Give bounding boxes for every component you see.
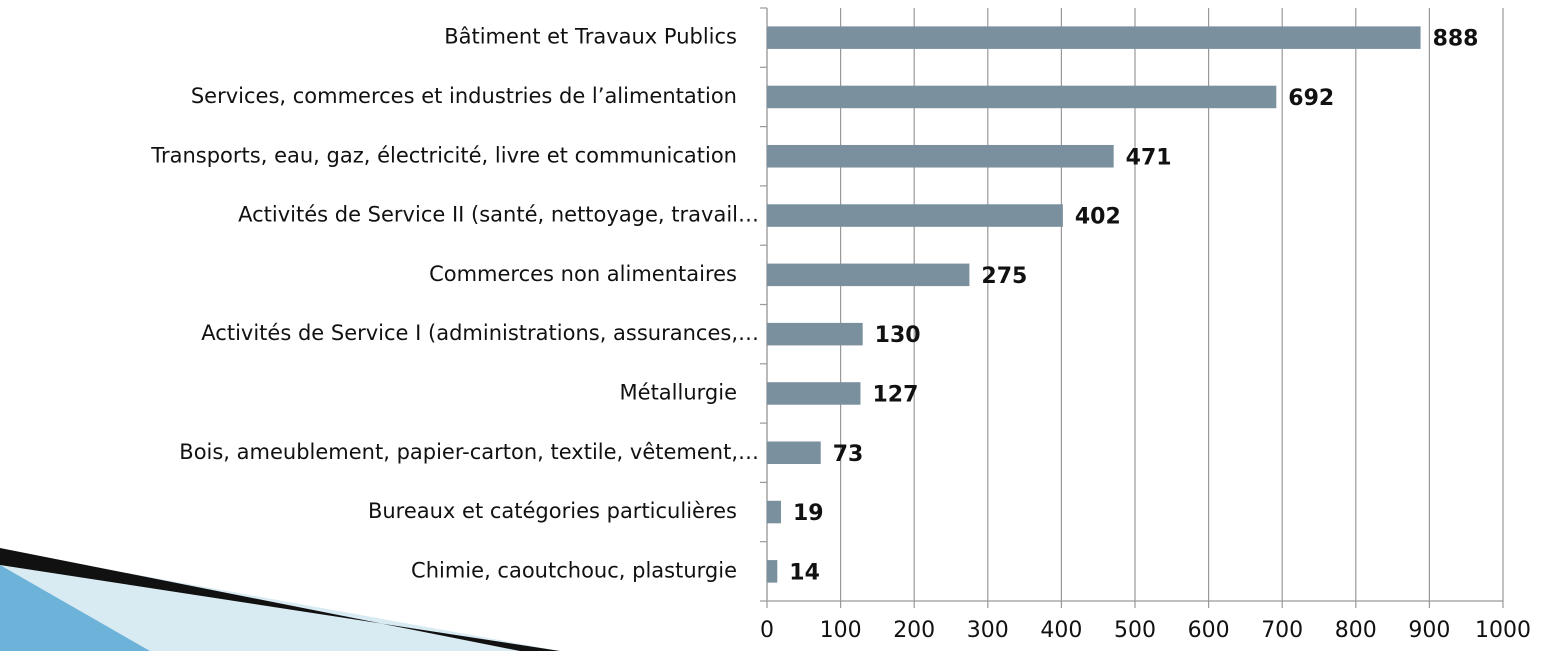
x-tick-label: 700 (1261, 618, 1303, 643)
decoration (0, 548, 560, 651)
bar (767, 441, 821, 465)
x-tick-label: 900 (1408, 618, 1450, 643)
x-tick-label: 1000 (1475, 618, 1531, 643)
y-tick-label: Bureaux et catégories particulières (368, 499, 737, 523)
x-tick-label: 100 (820, 618, 862, 643)
value-label: 14 (789, 560, 820, 585)
bar (767, 26, 1421, 49)
value-label: 19 (793, 501, 824, 526)
bar (767, 263, 970, 287)
value-label: 402 (1075, 205, 1121, 230)
x-tick-label: 200 (893, 618, 935, 643)
value-label: 127 (872, 382, 918, 407)
value-label: 471 (1126, 145, 1172, 170)
bar (767, 560, 778, 583)
bar (767, 85, 1277, 109)
x-tick-label: 300 (967, 618, 1009, 643)
value-label: 692 (1288, 86, 1334, 111)
y-tick-label: Chimie, caoutchouc, plasturgie (411, 558, 737, 582)
value-label: 130 (875, 323, 921, 348)
y-tick-label: Activités de Service I (administrations,… (201, 321, 759, 345)
bar (767, 500, 781, 524)
y-tick-label: Transports, eau, gaz, électricité, livre… (150, 143, 737, 167)
value-label: 275 (981, 264, 1027, 289)
x-tick-label: 500 (1114, 618, 1156, 643)
bar (767, 382, 861, 405)
x-tick-label: 800 (1335, 618, 1377, 643)
y-tick-label: Activités de Service II (santé, nettoyag… (238, 203, 759, 227)
y-tick-label: Bâtiment et Travaux Publics (444, 25, 737, 49)
x-tick-label: 600 (1188, 618, 1230, 643)
value-label: 73 (833, 442, 864, 467)
y-tick-label: Commerces non alimentaires (429, 262, 737, 286)
y-tick-label: Métallurgie (620, 380, 737, 404)
bar (767, 144, 1114, 168)
bar (767, 204, 1063, 227)
value-label: 888 (1433, 27, 1479, 52)
x-tick-label: 0 (760, 618, 774, 643)
y-tick-label: Bois, ameublement, papier-carton, textil… (179, 440, 759, 464)
y-tick-label: Services, commerces et industries de l’a… (191, 84, 737, 108)
x-tick-label: 400 (1040, 618, 1082, 643)
bar (767, 322, 863, 346)
